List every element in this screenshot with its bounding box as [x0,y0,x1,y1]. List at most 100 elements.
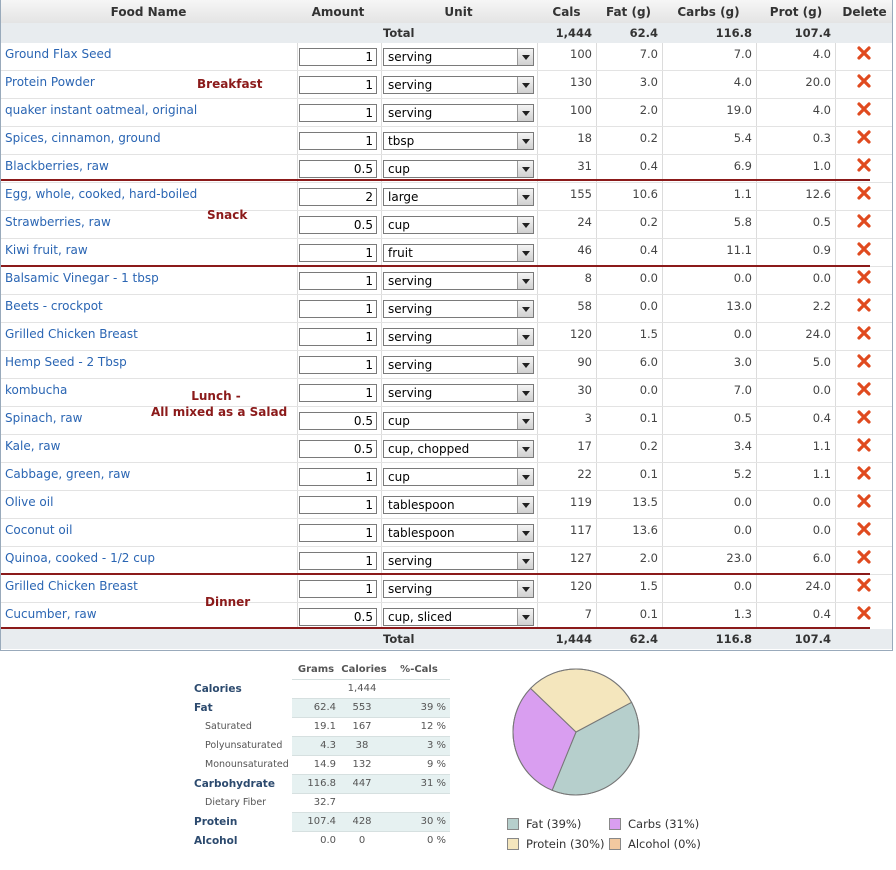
food-name-link[interactable]: Quinoa, cooked - 1/2 cup [5,551,156,565]
chevron-down-icon[interactable] [517,189,533,205]
unit-select[interactable]: cup [383,216,534,234]
food-name-link[interactable]: Grilled Chicken Breast [5,327,138,341]
amount-input[interactable]: 1 [299,76,377,94]
delete-x-icon[interactable] [856,409,872,425]
chevron-down-icon[interactable] [517,273,533,289]
delete-x-icon[interactable] [856,437,872,453]
delete-x-icon[interactable] [856,465,872,481]
unit-select[interactable]: serving [383,356,534,374]
amount-input[interactable]: 0.5 [299,412,377,430]
delete-x-icon[interactable] [856,129,872,145]
chevron-down-icon[interactable] [517,553,533,569]
food-name-link[interactable]: Egg, whole, cooked, hard-boiled [5,187,198,201]
food-name-link[interactable]: Protein Powder [5,75,95,89]
delete-x-icon[interactable] [856,45,872,61]
amount-input[interactable]: 1 [299,524,377,542]
food-name-link[interactable]: Hemp Seed - 2 Tbsp [5,355,127,369]
delete-x-icon[interactable] [856,241,872,257]
amount-input[interactable]: 1 [299,244,377,262]
food-name-link[interactable]: Spices, cinnamon, ground [5,131,161,145]
amount-input[interactable]: 1 [299,48,377,66]
delete-x-icon[interactable] [856,549,872,565]
unit-select[interactable]: tablespoon [383,496,534,514]
delete-x-icon[interactable] [856,605,872,621]
chevron-down-icon[interactable] [517,581,533,597]
amount-input[interactable]: 0.5 [299,608,377,626]
food-name-link[interactable]: Spinach, raw [5,411,83,425]
food-name-link[interactable]: Beets - crockpot [5,299,103,313]
food-name-link[interactable]: Coconut oil [5,523,73,537]
food-name-link[interactable]: Grilled Chicken Breast [5,579,138,593]
delete-x-icon[interactable] [856,297,872,313]
delete-x-icon[interactable] [856,577,872,593]
amount-input[interactable]: 1 [299,552,377,570]
delete-x-icon[interactable] [856,493,872,509]
delete-x-icon[interactable] [856,157,872,173]
chevron-down-icon[interactable] [517,133,533,149]
unit-select[interactable]: tbsp [383,132,534,150]
unit-select[interactable]: serving [383,76,534,94]
delete-x-icon[interactable] [856,381,872,397]
unit-select[interactable]: serving [383,300,534,318]
food-name-link[interactable]: Blackberries, raw [5,159,109,173]
chevron-down-icon[interactable] [517,385,533,401]
food-name-link[interactable]: Balsamic Vinegar - 1 tbsp [5,271,159,285]
chevron-down-icon[interactable] [517,217,533,233]
delete-x-icon[interactable] [856,521,872,537]
chevron-down-icon[interactable] [517,413,533,429]
food-name-link[interactable]: Kiwi fruit, raw [5,243,88,257]
amount-input[interactable]: 1 [299,328,377,346]
amount-input[interactable]: 0.5 [299,160,377,178]
unit-select[interactable]: serving [383,580,534,598]
delete-x-icon[interactable] [856,213,872,229]
amount-input[interactable]: 1 [299,496,377,514]
amount-input[interactable]: 0.5 [299,216,377,234]
delete-x-icon[interactable] [856,73,872,89]
unit-select[interactable]: fruit [383,244,534,262]
chevron-down-icon[interactable] [517,329,533,345]
chevron-down-icon[interactable] [517,441,533,457]
amount-input[interactable]: 0.5 [299,440,377,458]
delete-x-icon[interactable] [856,101,872,117]
unit-select[interactable]: serving [383,272,534,290]
chevron-down-icon[interactable] [517,105,533,121]
unit-select[interactable]: large [383,188,534,206]
amount-input[interactable]: 1 [299,468,377,486]
unit-select[interactable]: cup [383,160,534,178]
food-name-link[interactable]: Strawberries, raw [5,215,111,229]
chevron-down-icon[interactable] [517,245,533,261]
chevron-down-icon[interactable] [517,77,533,93]
chevron-down-icon[interactable] [517,525,533,541]
unit-select[interactable]: serving [383,48,534,66]
food-name-link[interactable]: Kale, raw [5,439,61,453]
unit-select[interactable]: cup, chopped [383,440,534,458]
amount-input[interactable]: 1 [299,272,377,290]
food-name-link[interactable]: kombucha [5,383,68,397]
amount-input[interactable]: 1 [299,384,377,402]
food-name-link[interactable]: Olive oil [5,495,54,509]
chevron-down-icon[interactable] [517,161,533,177]
amount-input[interactable]: 1 [299,132,377,150]
unit-select[interactable]: tablespoon [383,524,534,542]
delete-x-icon[interactable] [856,353,872,369]
chevron-down-icon[interactable] [517,357,533,373]
unit-select[interactable]: cup [383,468,534,486]
amount-input[interactable]: 1 [299,300,377,318]
delete-x-icon[interactable] [856,325,872,341]
unit-select[interactable]: serving [383,104,534,122]
unit-select[interactable]: cup, sliced [383,608,534,626]
unit-select[interactable]: serving [383,384,534,402]
food-name-link[interactable]: Cabbage, green, raw [5,467,131,481]
chevron-down-icon[interactable] [517,469,533,485]
amount-input[interactable]: 1 [299,356,377,374]
food-name-link[interactable]: quaker instant oatmeal, original [5,103,198,117]
delete-x-icon[interactable] [856,185,872,201]
unit-select[interactable]: serving [383,552,534,570]
delete-x-icon[interactable] [856,269,872,285]
chevron-down-icon[interactable] [517,609,533,625]
food-name-link[interactable]: Cucumber, raw [5,607,97,621]
chevron-down-icon[interactable] [517,49,533,65]
chevron-down-icon[interactable] [517,497,533,513]
unit-select[interactable]: cup [383,412,534,430]
amount-input[interactable]: 2 [299,188,377,206]
